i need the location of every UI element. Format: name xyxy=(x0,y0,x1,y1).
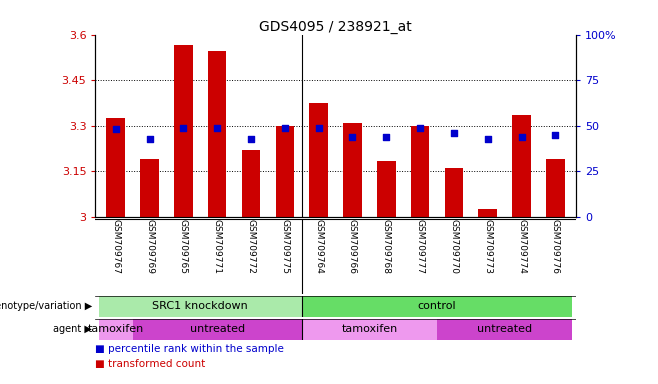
Bar xyxy=(377,161,395,217)
Bar xyxy=(546,159,565,217)
Text: GSM709776: GSM709776 xyxy=(551,219,560,274)
Text: tamoxifen: tamoxifen xyxy=(342,324,397,334)
Bar xyxy=(302,319,437,340)
Bar xyxy=(437,319,572,340)
Point xyxy=(280,124,290,131)
Title: GDS4095 / 238921_at: GDS4095 / 238921_at xyxy=(259,20,412,33)
Bar xyxy=(309,103,328,217)
Point xyxy=(245,136,256,142)
Bar xyxy=(99,296,302,317)
Text: GSM709767: GSM709767 xyxy=(111,219,120,274)
Bar xyxy=(513,115,531,217)
Text: GSM709768: GSM709768 xyxy=(382,219,391,274)
Text: untreated: untreated xyxy=(477,324,532,334)
Text: GSM709775: GSM709775 xyxy=(280,219,290,274)
Point xyxy=(178,124,189,131)
Bar xyxy=(241,150,261,217)
Text: GSM709766: GSM709766 xyxy=(348,219,357,274)
Point xyxy=(111,126,121,132)
Point xyxy=(415,124,426,131)
Text: control: control xyxy=(418,301,457,311)
Text: GSM709769: GSM709769 xyxy=(145,219,154,274)
Point xyxy=(482,136,493,142)
Text: untreated: untreated xyxy=(190,324,245,334)
Text: ■ transformed count: ■ transformed count xyxy=(95,359,206,369)
Text: GSM709777: GSM709777 xyxy=(416,219,424,274)
Text: GSM709771: GSM709771 xyxy=(213,219,222,274)
Text: tamoxifen: tamoxifen xyxy=(88,324,144,334)
Point xyxy=(517,134,527,140)
Text: genotype/variation ▶: genotype/variation ▶ xyxy=(0,301,92,311)
Bar xyxy=(107,118,125,217)
Text: GSM709772: GSM709772 xyxy=(247,219,255,274)
Bar xyxy=(343,123,362,217)
Bar xyxy=(302,296,572,317)
Bar xyxy=(140,159,159,217)
Text: SRC1 knockdown: SRC1 knockdown xyxy=(153,301,248,311)
Text: agent ▶: agent ▶ xyxy=(53,324,92,334)
Bar xyxy=(411,126,430,217)
Point xyxy=(313,124,324,131)
Text: GSM709770: GSM709770 xyxy=(449,219,459,274)
Point xyxy=(449,130,459,136)
Text: GSM709773: GSM709773 xyxy=(483,219,492,274)
Point xyxy=(550,132,561,138)
Point xyxy=(144,136,155,142)
Bar xyxy=(478,209,497,217)
Bar xyxy=(276,126,294,217)
Bar xyxy=(174,45,193,217)
Bar xyxy=(208,51,226,217)
Text: GSM709765: GSM709765 xyxy=(179,219,188,274)
Text: ■ percentile rank within the sample: ■ percentile rank within the sample xyxy=(95,344,284,354)
Bar xyxy=(133,319,302,340)
Text: GSM709764: GSM709764 xyxy=(314,219,323,274)
Point xyxy=(381,134,392,140)
Point xyxy=(212,124,222,131)
Bar xyxy=(445,168,463,217)
Text: GSM709774: GSM709774 xyxy=(517,219,526,274)
Bar xyxy=(99,319,133,340)
Point xyxy=(347,134,358,140)
